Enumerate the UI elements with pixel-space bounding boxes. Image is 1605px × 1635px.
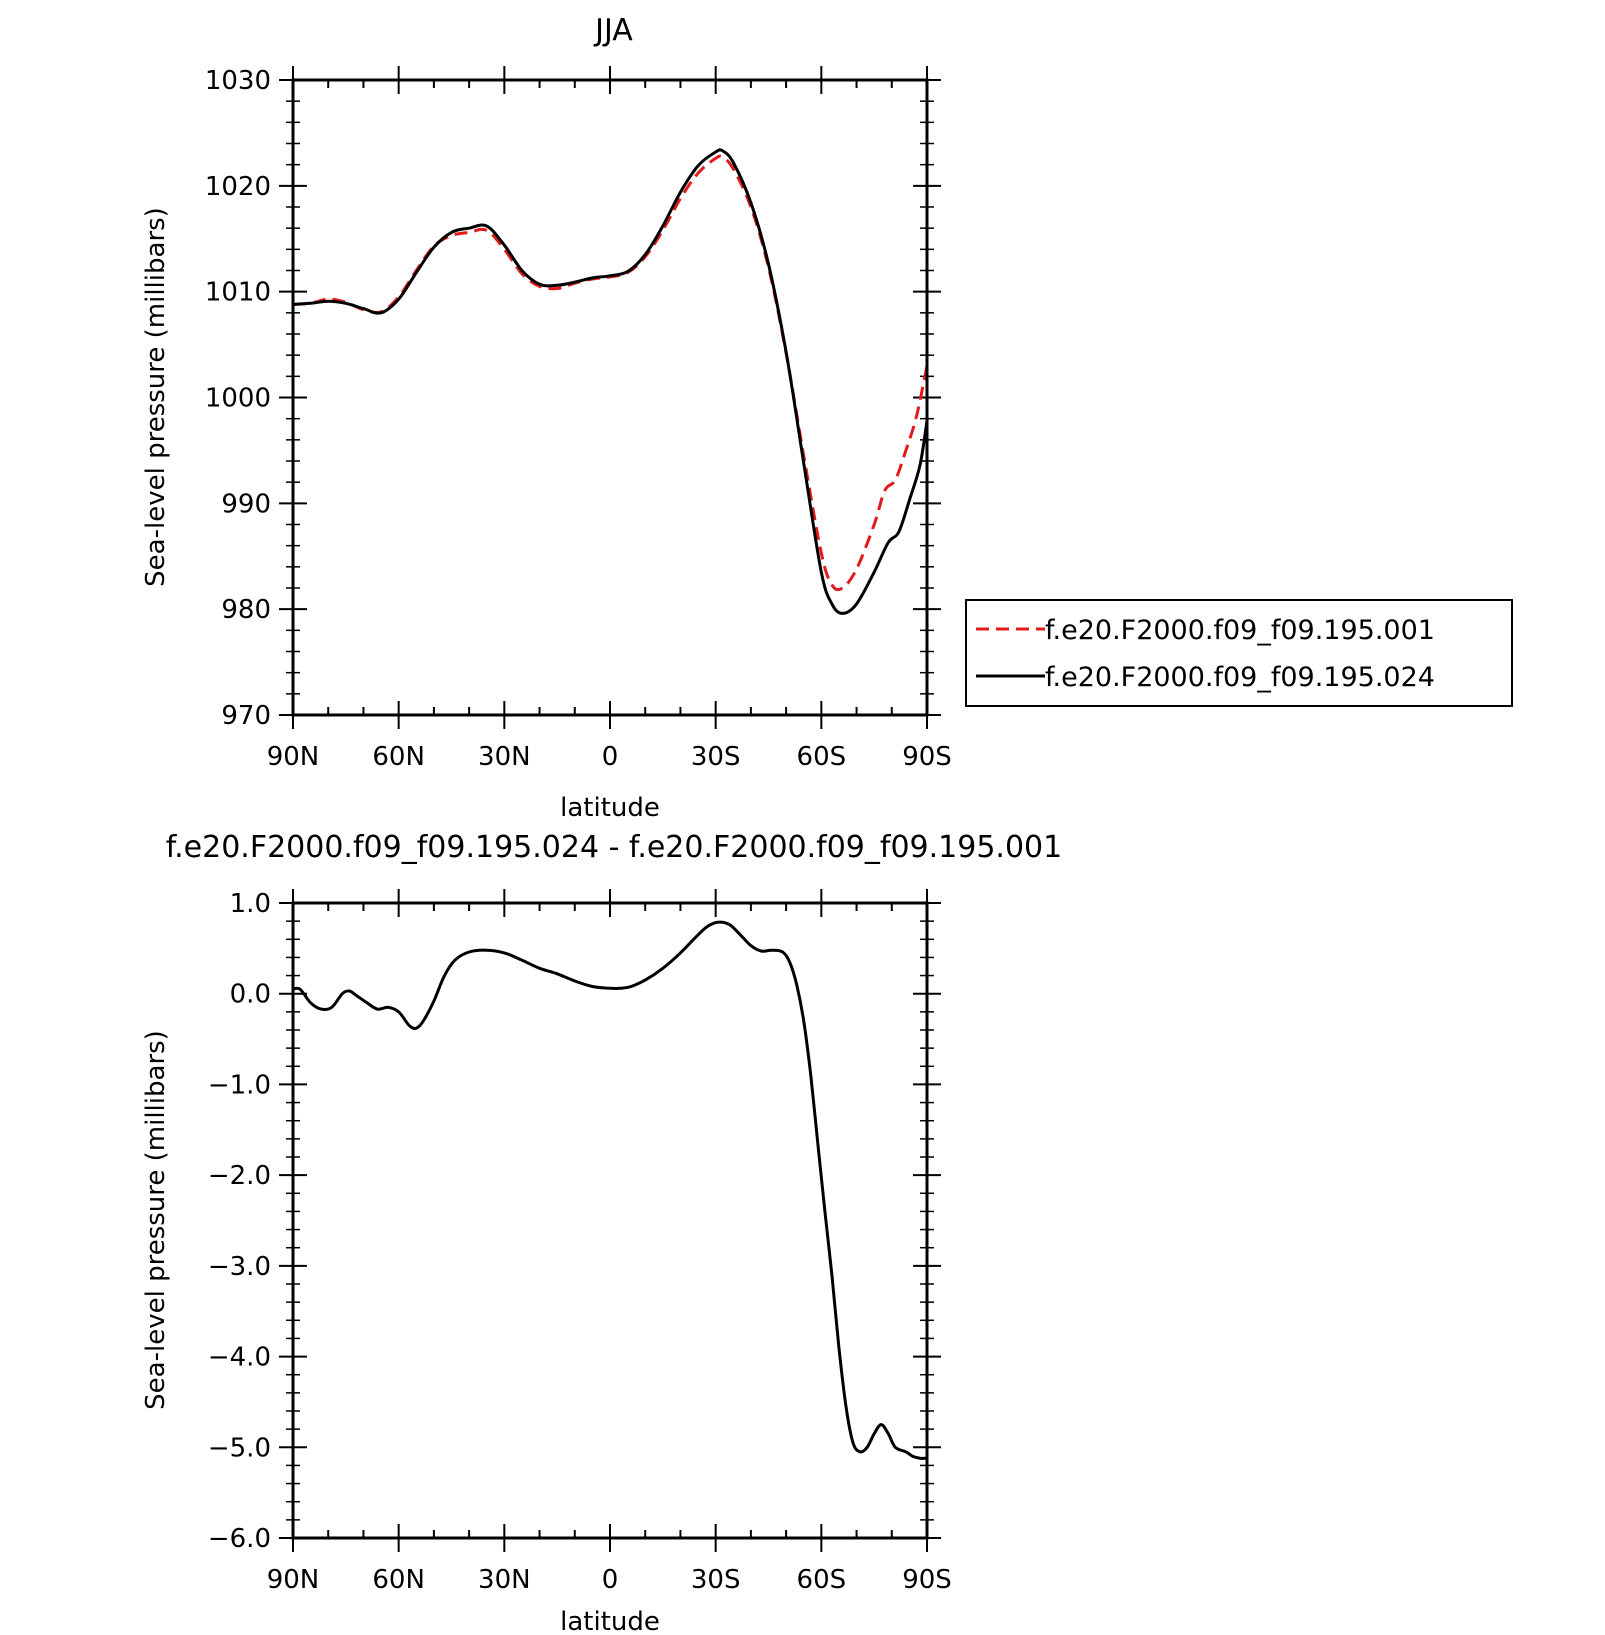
bottom-series-line-0	[292, 920, 928, 1460]
y-tick-label: 980	[221, 595, 271, 625]
bottom-series-lines	[292, 920, 928, 1460]
legend-box	[965, 599, 1513, 707]
x-tick-label: 0	[602, 742, 619, 772]
legend-label-series-024: f.e20.F2000.f09_f09.195.024	[1045, 662, 1435, 693]
y-tick-label: −4.0	[208, 1343, 271, 1373]
bottom-tick-labels: 90N 60N 30N 0 30S 60S 90S −6.0 −5.0 −4.0 −3.0 −2.0 −…	[208, 889, 952, 1595]
y-tick-label: −2.0	[208, 1161, 271, 1191]
x-tick-label: 0	[602, 1565, 619, 1595]
x-tick-label: 30N	[478, 742, 531, 772]
y-tick-label: 1000	[205, 384, 271, 414]
top-tick-labels: 90N 60N 30N 0 30S 60S 90S 970 980 990 1000 1010 1020…	[205, 66, 952, 772]
top-series-line-0	[292, 154, 929, 592]
x-tick-label: 60S	[797, 1565, 847, 1595]
x-tick-label: 90N	[267, 1565, 320, 1595]
x-tick-label: 30S	[691, 1565, 741, 1595]
x-tick-label: 60S	[797, 742, 847, 772]
y-tick-label: −6.0	[208, 1524, 271, 1554]
y-tick-label: 1010	[205, 278, 271, 308]
y-tick-label: −3.0	[208, 1252, 271, 1282]
x-tick-label: 30N	[478, 1565, 531, 1595]
top-x-axis-label: latitude	[560, 793, 660, 823]
top-axis-ticks	[279, 66, 941, 729]
top-panel-slp: JJA 90N 60N 30N 0 30S 60S 90S 970 980 990 1000 1010…	[141, 13, 952, 823]
x-tick-label: 60N	[372, 742, 425, 772]
top-y-axis-label: Sea-level pressure (millibars)	[141, 207, 171, 587]
bottom-chart-title: f.e20.F2000.f09_f09.195.024 - f.e20.F200…	[166, 830, 1062, 865]
top-series-line-1	[292, 148, 929, 615]
bottom-panel-difference: f.e20.F2000.f09_f09.195.024 - f.e20.F200…	[141, 830, 1062, 1635]
y-tick-label: −5.0	[208, 1433, 271, 1463]
y-tick-label: −1.0	[208, 1070, 271, 1100]
y-tick-label: 0.0	[230, 980, 271, 1010]
bottom-plot-frame	[291, 901, 929, 1540]
x-tick-label: 60N	[372, 1565, 425, 1595]
legend: f.e20.F2000.f09_f09.195.001 f.e20.F2000.…	[965, 599, 1513, 707]
y-tick-label: 970	[221, 701, 271, 731]
y-tick-label: 1030	[205, 66, 271, 96]
y-tick-label: 1.0	[230, 889, 271, 919]
top-series-lines	[292, 148, 929, 615]
top-chart-title: JJA	[593, 13, 633, 48]
y-tick-label: 1020	[205, 172, 271, 202]
legend-label-series-001: f.e20.F2000.f09_f09.195.001	[1045, 615, 1435, 646]
x-tick-label: 90S	[902, 742, 952, 772]
x-tick-label: 30S	[691, 742, 741, 772]
y-tick-label: 990	[221, 489, 271, 519]
x-tick-label: 90S	[902, 1565, 952, 1595]
bottom-y-axis-label: Sea-level pressure (millibars)	[141, 1030, 171, 1410]
bottom-x-axis-label: latitude	[560, 1607, 660, 1635]
x-tick-label: 90N	[267, 742, 320, 772]
top-plot-frame	[291, 78, 929, 717]
